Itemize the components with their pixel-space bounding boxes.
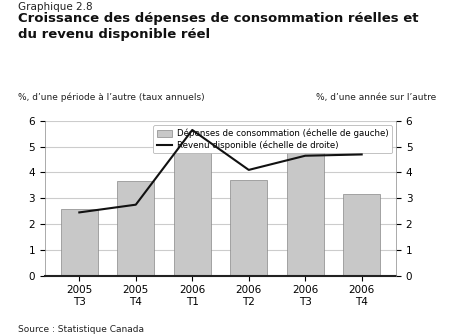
- Text: Source : Statistique Canada: Source : Statistique Canada: [18, 325, 144, 334]
- Bar: [343, 195, 380, 276]
- Bar: [174, 135, 211, 276]
- Bar: [287, 143, 324, 276]
- Bar: [117, 181, 154, 276]
- Bar: [61, 209, 98, 276]
- Text: %, d’une année sur l’autre: %, d’une année sur l’autre: [316, 93, 436, 102]
- Text: %, d’une période à l’autre (taux annuels): %, d’une période à l’autre (taux annuels…: [18, 93, 205, 102]
- Text: Graphique 2.8: Graphique 2.8: [18, 2, 93, 12]
- Bar: [230, 180, 267, 276]
- Text: Croissance des dépenses de consommation réelles et
du revenu disponible réel: Croissance des dépenses de consommation …: [18, 12, 418, 41]
- Legend: Dépenses de consommation (échelle de gauche), Revenu disponible (échelle de droi: Dépenses de consommation (échelle de gau…: [153, 125, 392, 153]
